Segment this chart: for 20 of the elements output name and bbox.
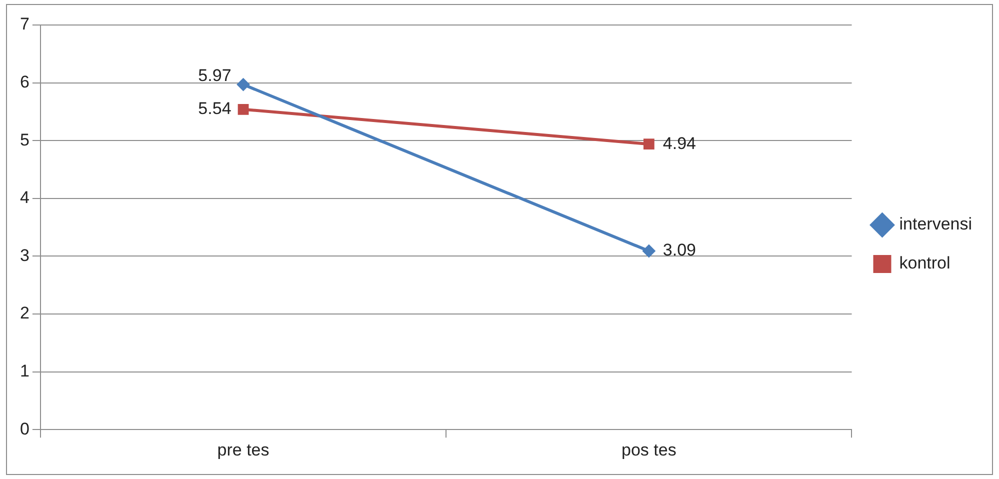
y-tick-label: 2 [20,304,30,323]
point [238,104,249,115]
y-tick-label: 7 [20,14,30,34]
point [236,78,250,92]
x-tick-label: pre tes [217,440,270,460]
legend-label: kontrol [899,254,950,273]
y-tick-label: 3 [20,246,30,265]
y-tick-label: 4 [20,188,30,208]
data-label: 4.94 [662,134,696,153]
point [642,244,656,258]
y-tick-label: 1 [20,361,30,380]
point [643,138,654,150]
data-label: 5.97 [198,66,232,86]
y-tick-label: 6 [20,72,30,92]
legend-label: intervensi [899,214,972,234]
y-tick-label: 5 [20,130,30,150]
data-label: 3.09 [662,240,696,260]
y-tick-label: 0 [20,419,30,438]
x-tick-label: pos tes [622,440,676,460]
data-label: 5.54 [198,99,232,118]
